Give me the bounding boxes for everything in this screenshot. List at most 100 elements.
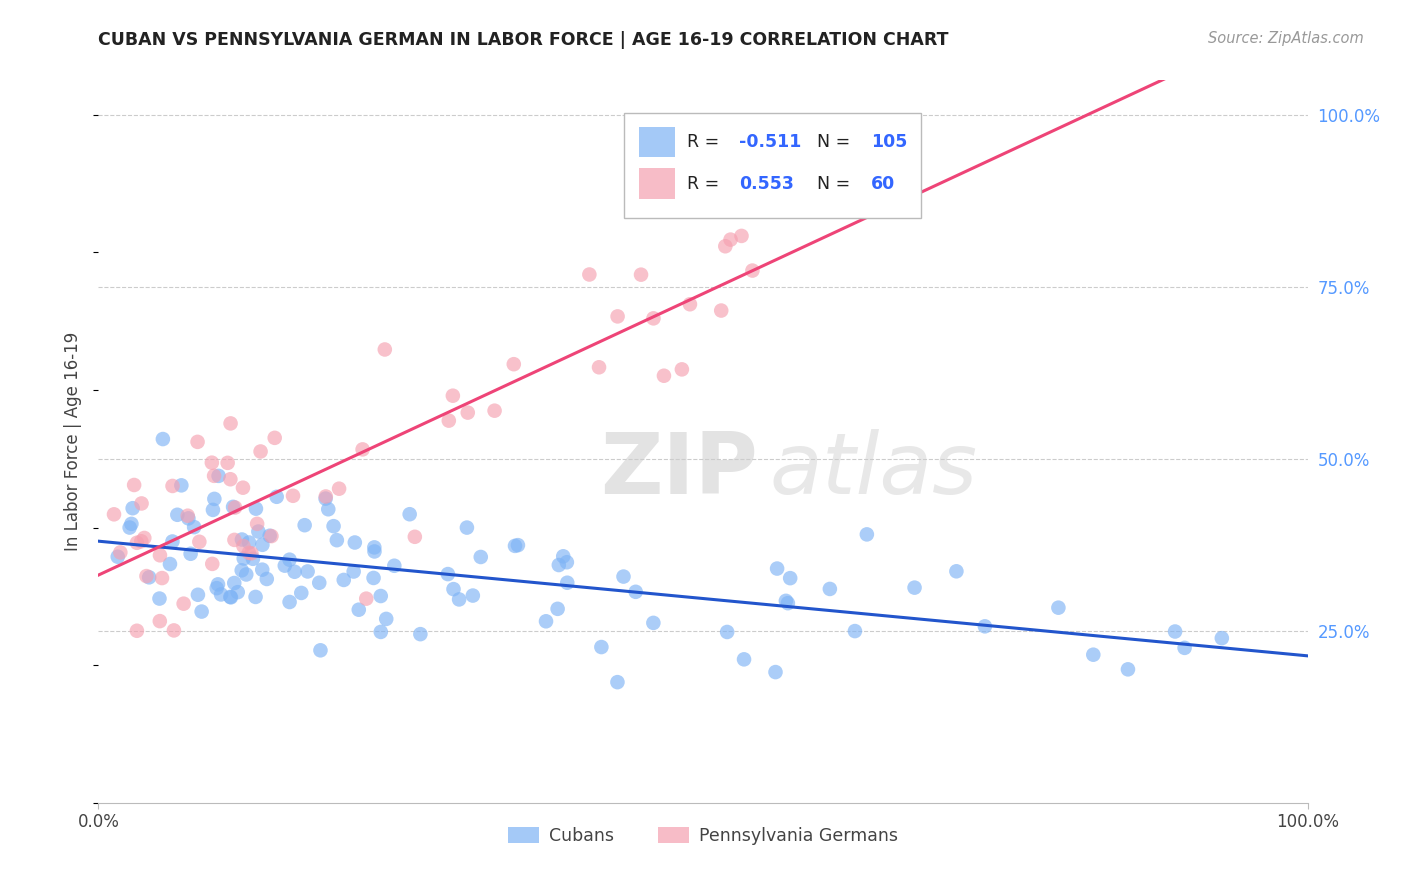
Point xyxy=(274,558,297,573)
Point xyxy=(201,456,224,470)
Point xyxy=(232,551,254,566)
Point xyxy=(125,536,148,550)
Point xyxy=(643,311,665,326)
Point xyxy=(187,588,209,602)
Point xyxy=(103,508,125,522)
Point xyxy=(131,496,153,510)
Bar xyxy=(638,169,675,199)
Point xyxy=(149,614,172,628)
Text: Source: ZipAtlas.com: Source: ZipAtlas.com xyxy=(1208,31,1364,46)
Point xyxy=(201,503,224,517)
Point xyxy=(547,602,569,616)
Point xyxy=(294,518,316,533)
Point xyxy=(149,549,172,563)
Text: CUBAN VS PENNSYLVANIA GERMAN IN LABOR FORCE | AGE 16-19 CORRELATION CHART: CUBAN VS PENNSYLVANIA GERMAN IN LABOR FO… xyxy=(98,31,949,49)
Point xyxy=(741,263,763,277)
Point xyxy=(138,570,160,584)
Point xyxy=(591,640,613,654)
Text: ZIP: ZIP xyxy=(600,429,758,512)
Point xyxy=(766,561,789,575)
Point xyxy=(205,581,228,595)
Text: -0.511: -0.511 xyxy=(740,133,801,151)
Point xyxy=(1211,631,1233,645)
Point xyxy=(219,472,242,486)
Point xyxy=(588,360,610,375)
Point xyxy=(553,549,575,564)
Point xyxy=(370,624,392,639)
Point xyxy=(1116,662,1139,676)
Point xyxy=(256,572,278,586)
Point xyxy=(150,571,173,585)
Point xyxy=(187,434,209,449)
Point xyxy=(217,456,239,470)
Point xyxy=(775,594,797,608)
Point xyxy=(343,535,366,549)
Point xyxy=(209,587,232,601)
Point xyxy=(456,520,478,534)
Point xyxy=(129,534,152,549)
Point xyxy=(679,297,702,311)
Point xyxy=(326,533,349,548)
Point xyxy=(309,643,332,657)
Point xyxy=(720,233,742,247)
Point xyxy=(506,538,529,552)
Point xyxy=(278,552,301,566)
Point xyxy=(714,239,737,253)
Point xyxy=(363,544,385,558)
Point xyxy=(363,541,385,555)
Point xyxy=(252,538,274,552)
Point xyxy=(409,627,432,641)
Point xyxy=(190,605,212,619)
Point xyxy=(404,530,426,544)
Point xyxy=(328,482,350,496)
Point xyxy=(162,534,184,549)
Point xyxy=(120,516,142,531)
Text: 0.553: 0.553 xyxy=(740,175,794,193)
Point xyxy=(231,563,253,577)
Point xyxy=(245,501,267,516)
Point xyxy=(363,571,385,585)
Point xyxy=(148,591,170,606)
Point xyxy=(716,624,738,639)
Point xyxy=(260,529,283,543)
Point xyxy=(226,585,249,599)
Point xyxy=(170,478,193,492)
Point xyxy=(503,539,526,553)
Point xyxy=(733,652,755,666)
Point xyxy=(652,368,675,383)
Point xyxy=(235,567,257,582)
Y-axis label: In Labor Force | Age 16-19: In Labor Force | Age 16-19 xyxy=(65,332,83,551)
Point xyxy=(1083,648,1105,662)
Point xyxy=(374,343,396,357)
Point xyxy=(382,558,405,573)
Point xyxy=(903,581,925,595)
Point xyxy=(159,557,181,571)
Point xyxy=(437,567,460,582)
Point xyxy=(177,508,200,523)
Point xyxy=(219,591,242,605)
Point xyxy=(263,431,285,445)
Text: R =: R = xyxy=(688,175,725,193)
Point xyxy=(284,565,307,579)
Point xyxy=(502,357,524,371)
Text: N =: N = xyxy=(806,175,855,193)
Point xyxy=(231,533,253,547)
Point xyxy=(183,520,205,534)
Point xyxy=(624,584,647,599)
Point xyxy=(219,417,242,431)
Point xyxy=(352,442,374,457)
Point xyxy=(449,592,471,607)
Point xyxy=(207,468,229,483)
Point xyxy=(219,590,242,604)
Point xyxy=(242,551,264,566)
Point xyxy=(316,502,339,516)
Point xyxy=(281,489,304,503)
Point xyxy=(135,569,157,583)
Point xyxy=(266,490,288,504)
Point xyxy=(180,547,202,561)
Point xyxy=(118,520,141,534)
Point xyxy=(973,619,995,633)
Point xyxy=(315,490,337,504)
Point xyxy=(162,479,184,493)
Point xyxy=(207,577,229,591)
